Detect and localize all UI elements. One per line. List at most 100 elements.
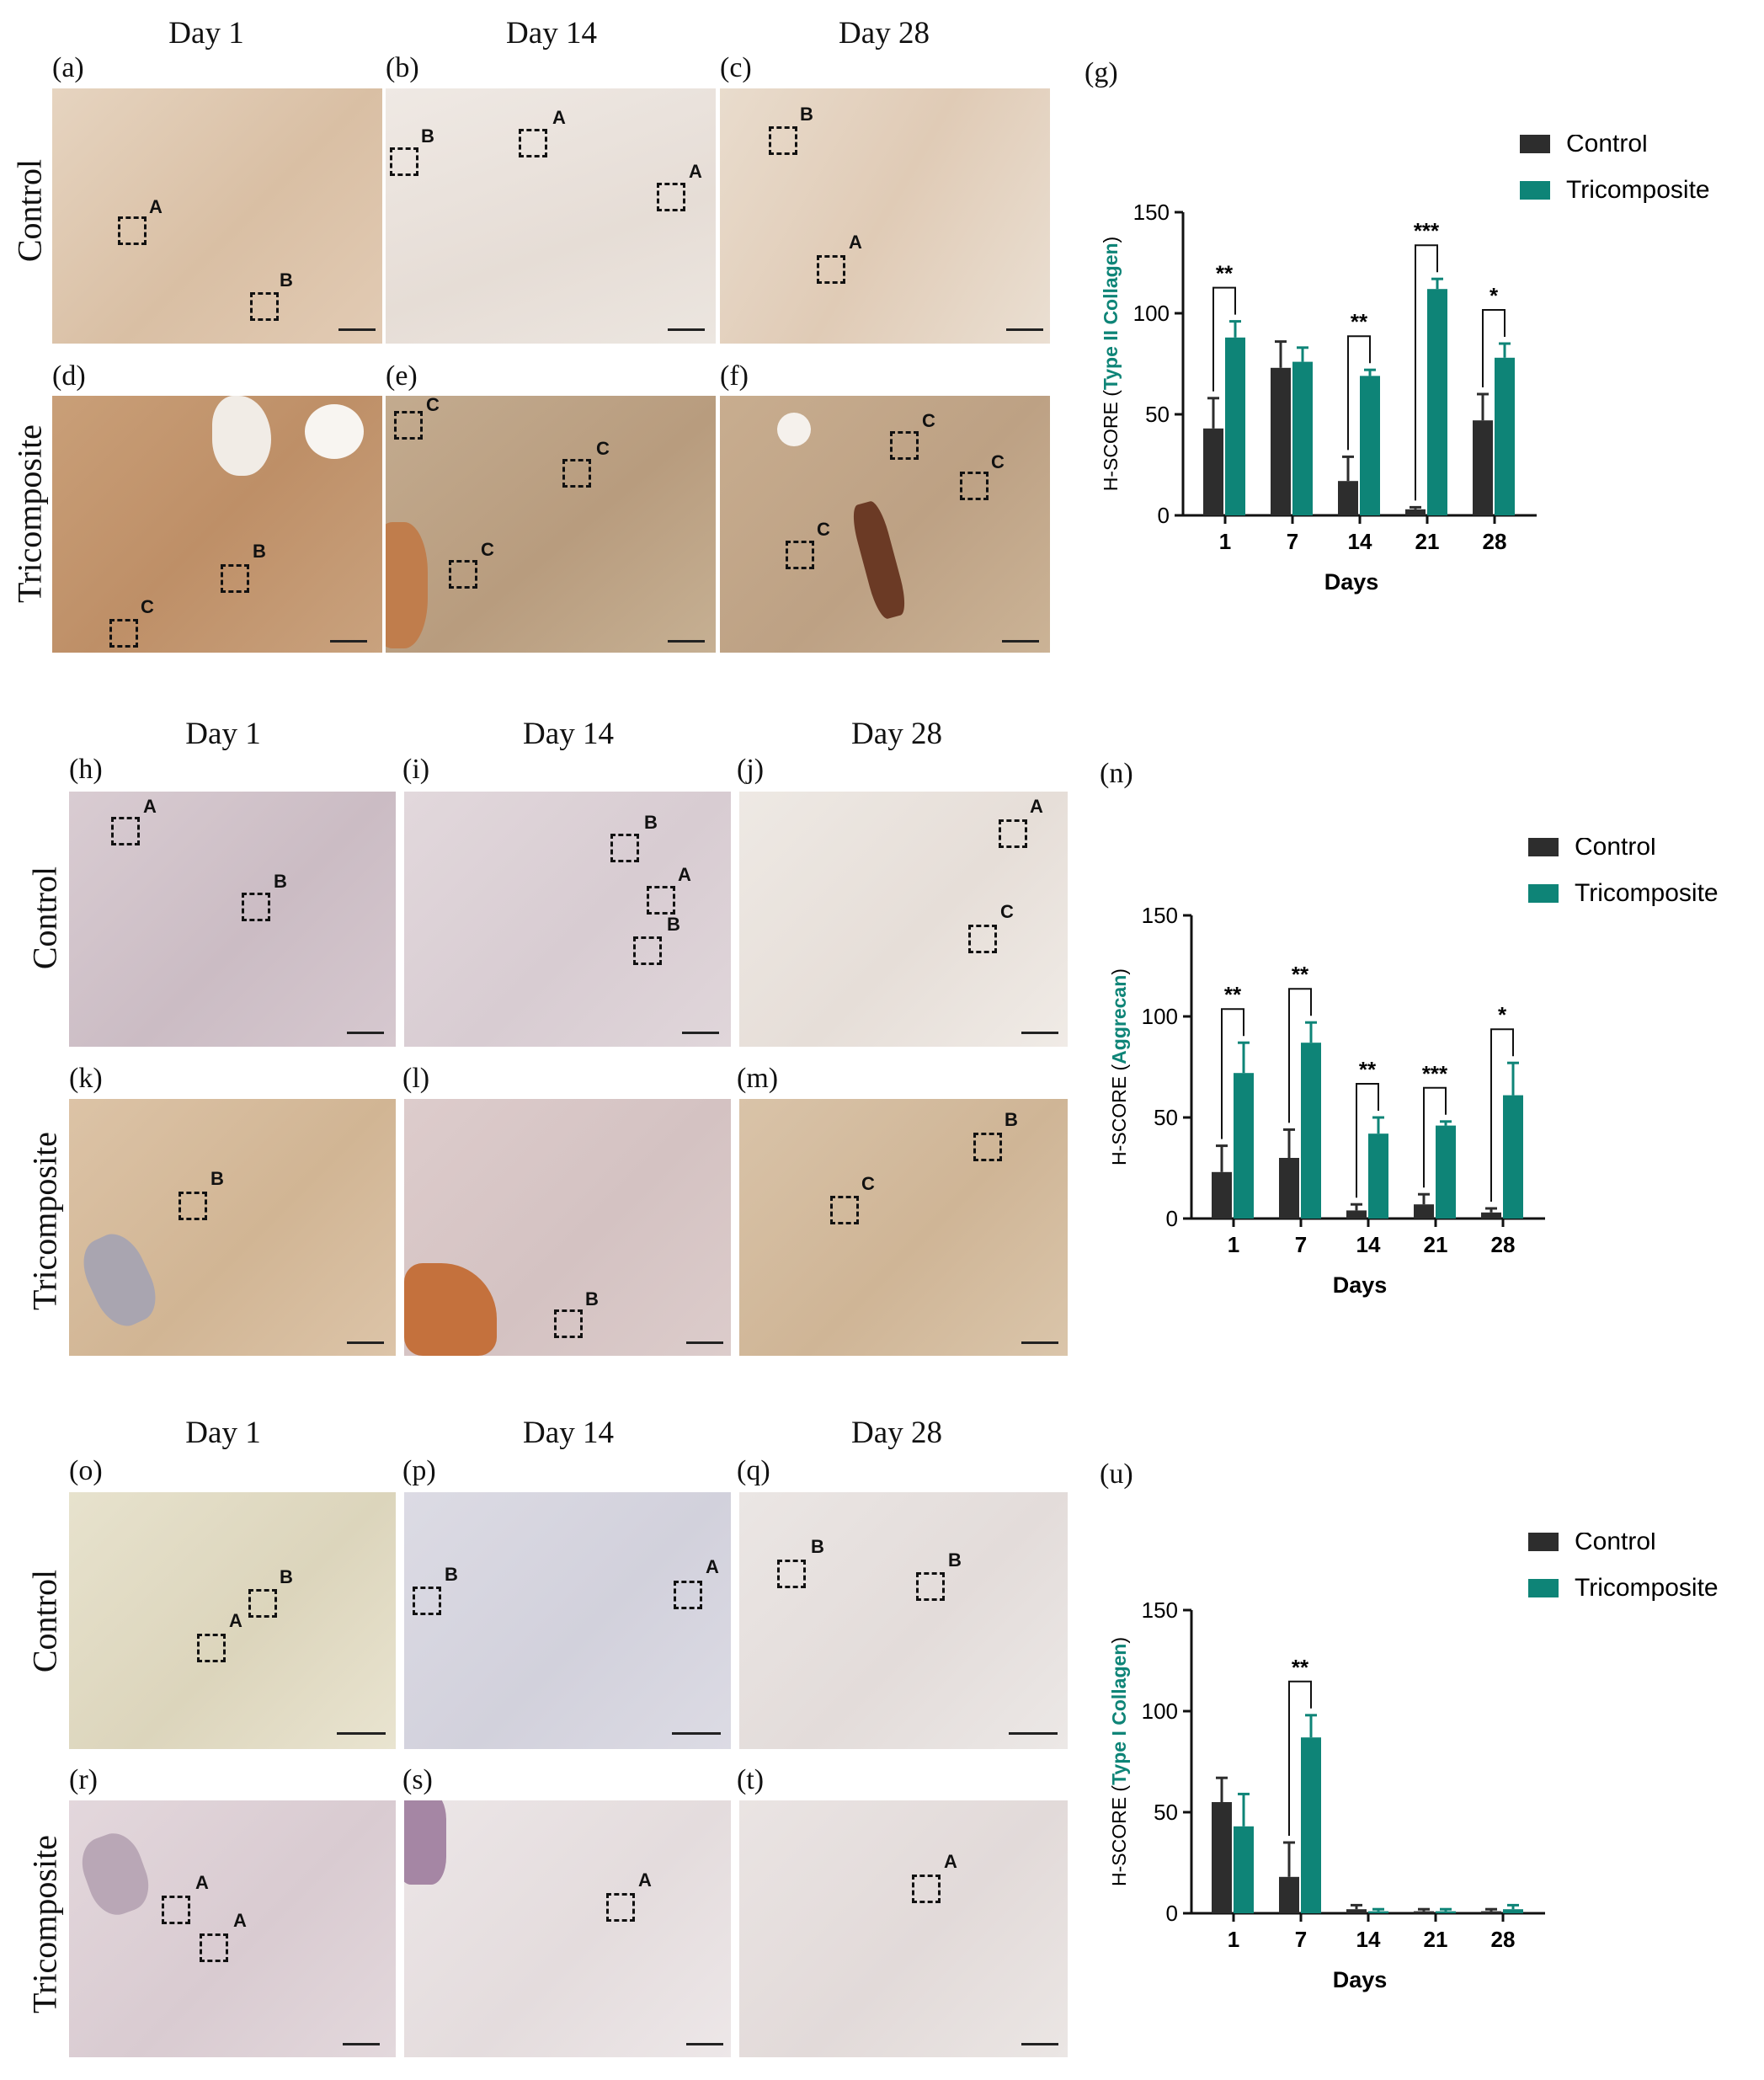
region-mark: B [211, 1168, 224, 1189]
region-mark: A [849, 232, 862, 253]
scale-bar [686, 2043, 723, 2045]
row-label-control: Control [10, 158, 49, 263]
row-label-tricomposite: Tricomposite [10, 424, 49, 603]
tissue-fragment [404, 1800, 446, 1885]
bar-chart-g: 0 50 100 150 H-SCORE (Type II Collagen) 1 ** 7 1… [1100, 135, 1710, 595]
region-mark: B [800, 104, 813, 125]
region-box [777, 1560, 806, 1588]
tissue-void [212, 396, 271, 476]
region-box [960, 472, 989, 500]
region-box [973, 1133, 1002, 1161]
scale-bar [347, 1032, 384, 1034]
bar [1234, 1073, 1254, 1219]
scale-bar [1002, 640, 1039, 643]
legend-swatch [1528, 838, 1559, 856]
region-box [674, 1581, 702, 1609]
region-mark: A [195, 1872, 209, 1893]
panel-label: (u) [1100, 1459, 1133, 1490]
micrograph-h: A B [69, 792, 396, 1047]
significance-label: * [1498, 1002, 1507, 1027]
region-mark: A [229, 1610, 242, 1631]
panel-label: (h) [69, 754, 103, 785]
y-axis-label: H-SCORE (Type II Collagen) [1100, 237, 1122, 491]
region-mark: C [817, 519, 830, 540]
bar [1212, 1802, 1232, 1913]
day-label: Day 14 [523, 717, 614, 751]
bar [1292, 361, 1313, 515]
significance-label: ** [1292, 962, 1309, 987]
x-axis-label: Days [1333, 1272, 1388, 1298]
region-box [248, 1589, 277, 1618]
region-box [118, 216, 147, 245]
region-mark: B [644, 812, 658, 833]
bar [1346, 1210, 1367, 1219]
micrograph-t: A [739, 1800, 1068, 2057]
x-tick-label: 21 [1415, 529, 1440, 554]
region-mark: A [1030, 796, 1043, 817]
panel-label: (c) [720, 52, 752, 83]
region-box [968, 925, 997, 953]
region-box [647, 886, 675, 915]
y-axis-label: H-SCORE (Type I Collagen) [1108, 1637, 1130, 1886]
region-mark: A [678, 864, 691, 885]
significance-bracket [1482, 309, 1506, 387]
day-label: Day 1 [185, 717, 261, 751]
region-box [554, 1309, 583, 1338]
micrograph-c: B A [720, 88, 1050, 344]
region-box [197, 1634, 226, 1662]
bar-chart-n: 0 50 100 150 H-SCORE (Aggrecan) 1 ** 7 ** 14 ** 21 *… [1108, 838, 1719, 1298]
significance-bracket [1356, 1083, 1379, 1198]
scale-bar [338, 328, 376, 331]
y-tick-label: 100 [1133, 301, 1170, 326]
scale-bar [1021, 1032, 1058, 1034]
y-axis-label-marker: Aggrecan [1108, 975, 1130, 1064]
x-axis-label: Days [1333, 1967, 1388, 1992]
region-box [633, 936, 662, 965]
y-axis-label-suffix: ) [1100, 237, 1122, 243]
micrograph-i: B A B [404, 792, 731, 1047]
x-tick-label: 28 [1483, 529, 1507, 554]
bar [1212, 1171, 1232, 1219]
legend-swatch [1520, 135, 1550, 153]
significance-bracket [1288, 1680, 1312, 1836]
day-label: Day 14 [506, 16, 597, 51]
panel-label: (q) [737, 1455, 770, 1486]
region-box [111, 817, 140, 845]
x-tick-label: 28 [1491, 1927, 1516, 1952]
bar [1368, 1911, 1388, 1913]
region-box [606, 1893, 635, 1922]
legend-swatch [1528, 884, 1559, 903]
significance-label: * [1490, 283, 1499, 308]
region-box [242, 893, 270, 921]
region-mark: A [143, 796, 157, 817]
region-mark: C [991, 451, 1005, 472]
micrograph-a: A B [52, 88, 382, 344]
panel-label: (f) [720, 360, 749, 392]
bar [1503, 1095, 1523, 1219]
region-mark: C [481, 539, 494, 560]
y-tick-label: 50 [1145, 402, 1170, 427]
bar [1279, 1876, 1299, 1913]
bar [1225, 337, 1245, 515]
region-mark: B [445, 1564, 458, 1585]
x-tick-label: 1 [1228, 1232, 1239, 1257]
bar [1495, 357, 1515, 515]
y-axis-label: H-SCORE (Aggrecan) [1108, 968, 1130, 1165]
region-box [830, 1196, 859, 1224]
x-tick-label: 1 [1219, 529, 1231, 554]
significance-label: ** [1292, 1655, 1309, 1680]
region-box [890, 431, 919, 460]
y-axis-label-suffix: ) [1108, 968, 1130, 975]
bar [1436, 1911, 1456, 1913]
micrograph-r: A A [69, 1800, 396, 2057]
significance-label: ** [1216, 261, 1234, 286]
panel-label: (a) [52, 52, 84, 83]
region-mark: A [706, 1556, 719, 1577]
y-axis-label-prefix: H-SCORE ( [1108, 1064, 1130, 1165]
bar [1234, 1826, 1254, 1913]
row-label-control: Control [25, 1569, 64, 1673]
region-mark: B [667, 914, 680, 935]
region-mark: A [233, 1910, 247, 1931]
y-axis-label-marker: Type II Collagen [1100, 243, 1122, 390]
day-label: Day 28 [839, 16, 930, 51]
